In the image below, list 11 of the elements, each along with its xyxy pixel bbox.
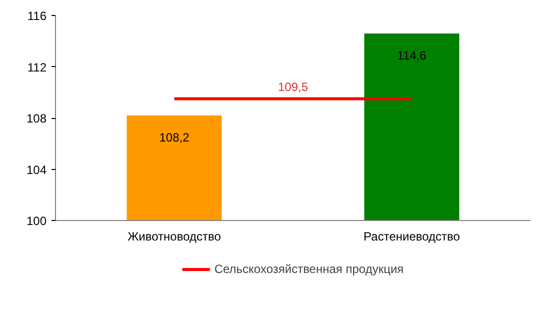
y-tick-label: 112 xyxy=(27,60,47,74)
x-tick-label: Растениеводство xyxy=(364,230,460,244)
data-label: 114,6 xyxy=(397,48,427,62)
y-tick-label: 108 xyxy=(26,112,47,126)
y-tick-label: 116 xyxy=(27,9,47,23)
y-tick-label: 100 xyxy=(26,214,47,228)
x-tick-label: Животноводство xyxy=(128,230,222,244)
data-label: 108,2 xyxy=(159,130,190,144)
y-tick-label: 104 xyxy=(26,162,47,177)
legend-label: Сельскохозяйственная продукция xyxy=(214,262,404,276)
annotation: 109,5 xyxy=(278,80,308,94)
